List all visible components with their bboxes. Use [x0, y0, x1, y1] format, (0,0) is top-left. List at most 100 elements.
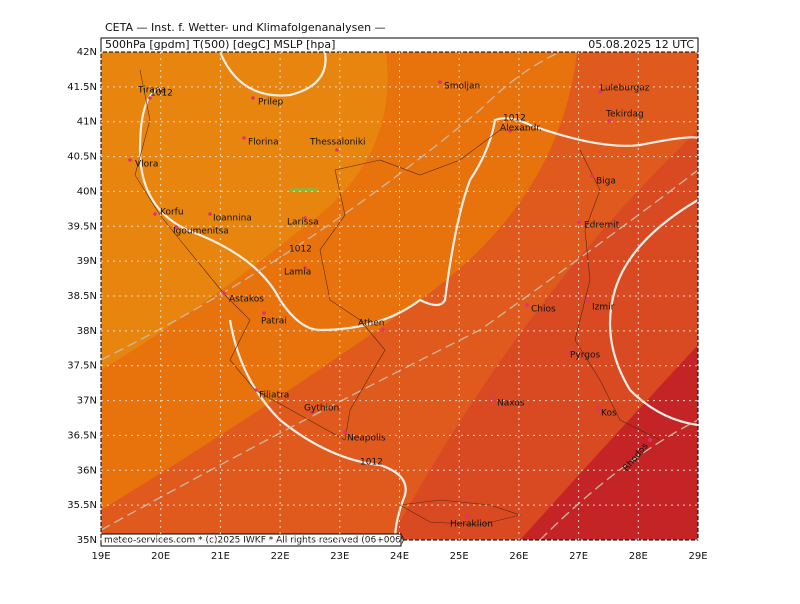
city-label: Luleburgaz [600, 84, 650, 94]
city-dot [607, 119, 611, 123]
city-dot [648, 438, 652, 442]
isobar-label: 1012 [150, 89, 173, 99]
city-dot [208, 212, 212, 216]
lon-tick-label: 23E [330, 551, 349, 562]
lat-tick-label: 40.5N [67, 152, 97, 163]
city-dot [577, 220, 581, 224]
city-label: Kos [601, 409, 617, 419]
city-dot [174, 225, 178, 229]
city-label: Izmir [592, 303, 615, 313]
city-label: Gythion [304, 404, 339, 414]
lat-tick-label: 41.5N [67, 82, 97, 93]
lat-tick-label: 42N [77, 47, 97, 58]
lat-tick-label: 37.5N [67, 361, 97, 372]
city-dot [254, 388, 258, 392]
city-label: Edremit [584, 221, 620, 231]
city-label: Lamia [284, 268, 311, 278]
band [101, 52, 388, 370]
city-dot [598, 90, 602, 94]
city-label: Alexandr. [500, 124, 542, 134]
city-dot [596, 407, 600, 411]
city-label: Tirana [137, 86, 166, 96]
city-dot [251, 96, 255, 100]
lon-tick-label: 25E [450, 551, 469, 562]
header-params: 500hPa [gpdm] T(500) [degC] MSLP [hpa] [105, 38, 335, 51]
city-dot [381, 328, 385, 332]
isobar [218, 52, 327, 97]
city-dot [310, 410, 314, 414]
lon-tick-label: 24E [390, 551, 409, 562]
lat-tick-label: 40N [77, 186, 97, 197]
city-dot [590, 174, 594, 178]
city-label: Vlora [135, 160, 158, 170]
city-dot [508, 129, 512, 133]
lat-tick-label: 35N [77, 535, 97, 546]
city-dot [153, 212, 157, 216]
city-dot [525, 303, 529, 307]
city-dot [438, 80, 442, 84]
city-label: Larissa [287, 218, 319, 228]
lon-tick-label: 29E [688, 551, 707, 562]
city-dot [303, 266, 307, 270]
lat-tick-label: 39.5N [67, 221, 97, 232]
coastline [134, 69, 530, 441]
isotherm [539, 419, 698, 540]
lat-tick-label: 35.5N [67, 500, 97, 511]
city-dot [465, 514, 469, 518]
city-label: Smoljan [444, 82, 480, 92]
city-label: Athen [358, 319, 384, 329]
city-label: Igoumenitsa [173, 227, 229, 237]
lon-tick-label: 22E [271, 551, 290, 562]
header-date: 05.08.2025 12 UTC [588, 38, 694, 51]
lon-tick-label: 27E [569, 551, 588, 562]
lon-tick-label: 20E [151, 551, 170, 562]
lat-tick-label: 36N [77, 465, 97, 476]
lat-tick-label: 37N [77, 396, 97, 407]
isobar [608, 199, 698, 427]
lat-tick-label: 41N [77, 117, 97, 128]
lon-tick-label: 19E [91, 551, 110, 562]
city-dot [585, 298, 589, 302]
city-label: Prilep [258, 98, 284, 108]
city-dot [222, 291, 226, 295]
city-dot [262, 311, 266, 315]
city-label: Tekirdag [605, 110, 644, 120]
city-label: Pyrgos [570, 351, 601, 361]
lat-tick-label: 36.5N [67, 430, 97, 441]
city-label: Patrai [261, 317, 287, 327]
isotherm [101, 169, 698, 531]
isobar-label: 1012 [289, 245, 312, 255]
city-label: Neapolis [347, 434, 386, 444]
lat-tick-label: 39N [77, 256, 97, 267]
isobar-label: 1012 [503, 114, 526, 124]
header-title: CETA — Inst. f. Wetter- und Klimafolgena… [105, 21, 386, 34]
city-label: Florina [248, 138, 279, 148]
lon-tick-label: 28E [629, 551, 648, 562]
city-dot [303, 216, 307, 220]
city-dot [242, 136, 246, 140]
coastline [574, 149, 661, 441]
isobar [138, 86, 698, 332]
lat-tick-label: 38N [77, 326, 97, 337]
footer: meteo-services.com * (c)2025 IWKF * All … [104, 536, 404, 546]
city-dot [492, 398, 496, 402]
city-dot [568, 350, 572, 354]
city-label: Biga [596, 177, 616, 187]
lon-tick-label: 26E [509, 551, 528, 562]
city-dot [335, 148, 339, 152]
city-label: Filiatra [259, 391, 289, 401]
isotherm [101, 52, 561, 361]
city-dot [148, 96, 152, 100]
isobar [228, 319, 407, 540]
isobar-label: 1012 [360, 458, 383, 468]
city-label: Astakos [229, 295, 264, 305]
lon-tick-label: 21E [211, 551, 230, 562]
city-dot [128, 158, 132, 162]
city-label: Korfu [160, 208, 184, 218]
city-label: Naxos [497, 399, 525, 409]
city-label: Ioannina [213, 214, 252, 224]
city-dot [343, 430, 347, 434]
lat-tick-label: 38.5N [67, 291, 97, 302]
city-label: Thessaloniki [309, 138, 366, 148]
